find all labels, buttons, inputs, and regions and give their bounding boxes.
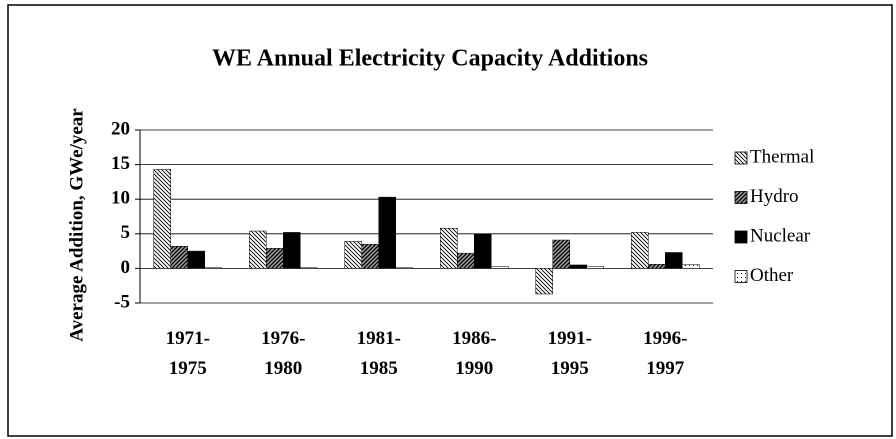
x-tick-label: 1991-1995: [548, 328, 592, 379]
bar: [378, 196, 396, 269]
bar: [266, 248, 284, 269]
legend-swatch: [734, 191, 748, 204]
bar: [361, 243, 379, 269]
bar: [586, 266, 604, 269]
y-tick-label: 15: [111, 153, 130, 174]
legend-swatch: [734, 270, 748, 283]
bar: [474, 233, 492, 269]
y-tick-label: 20: [111, 118, 130, 139]
x-tick-label: 1971-1975: [166, 328, 210, 379]
y-tick-label: -5: [114, 291, 130, 312]
legend-label: Thermal: [750, 146, 814, 167]
bar: [395, 267, 413, 269]
y-axis-label: Average Addition, GWe/year: [66, 108, 87, 342]
y-tick-label: 0: [121, 257, 131, 278]
bar: [552, 239, 570, 269]
legend-label: Hydro: [750, 186, 799, 207]
legend-swatch: [734, 230, 748, 244]
x-tick-label: 1986-1990: [452, 328, 496, 379]
x-tick-label: 1981-1985: [357, 328, 401, 379]
legend-label: Other: [750, 265, 794, 286]
bar: [153, 169, 171, 269]
bar: [283, 232, 301, 269]
bar: [682, 263, 700, 269]
chart-title: WE Annual Electricity Capacity Additions: [212, 46, 648, 72]
bar: [300, 267, 318, 269]
x-tick-label: 1996-1997: [643, 328, 687, 379]
bar: [631, 232, 649, 269]
bar: [491, 266, 509, 269]
bar: [648, 263, 666, 269]
y-tick-label: 5: [121, 222, 131, 243]
legend-label: Nuclear: [750, 225, 811, 246]
bar: [170, 246, 188, 269]
bar: [187, 250, 205, 269]
legend-swatch: [734, 151, 748, 165]
bar: [457, 252, 475, 269]
bar: [535, 268, 553, 295]
bar: [569, 264, 587, 269]
bar: [249, 230, 267, 269]
bar: [665, 252, 683, 269]
x-tick-label: 1976-1980: [261, 328, 305, 379]
bar: [440, 228, 458, 269]
y-tick-label: 10: [111, 188, 130, 209]
bar: [204, 267, 222, 269]
bar: [344, 241, 362, 269]
